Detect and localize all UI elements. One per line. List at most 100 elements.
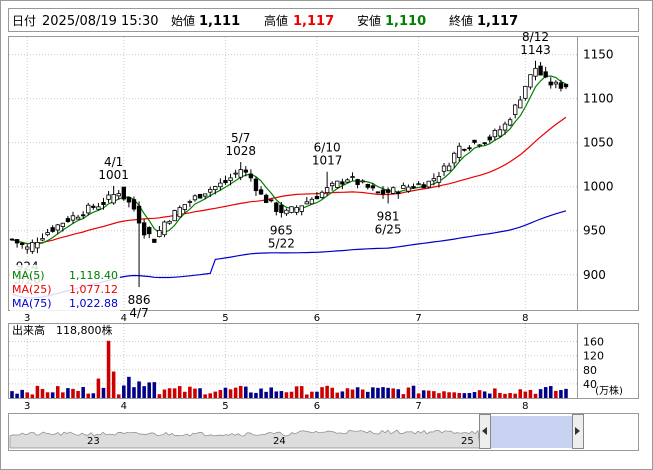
candle — [172, 209, 177, 222]
volume-bar — [345, 388, 350, 398]
candle — [441, 163, 447, 177]
candle — [14, 239, 20, 248]
volume-bar — [411, 385, 416, 398]
month-labels: 3 4 5 6 7 8 — [24, 313, 528, 324]
volume-bar — [360, 389, 365, 398]
volume-bar — [116, 394, 121, 398]
volume-bar — [218, 390, 223, 398]
volume-bar — [381, 387, 385, 398]
volume-bar — [442, 391, 446, 398]
candle — [548, 77, 553, 89]
candle — [512, 103, 518, 119]
volume-bar — [213, 391, 218, 398]
volume-bar — [132, 387, 136, 398]
candle — [101, 197, 106, 210]
volume-bar — [406, 387, 411, 398]
volume-bar — [30, 394, 35, 398]
candle — [253, 176, 259, 196]
volume-bar — [203, 394, 207, 398]
volume-bar — [320, 387, 324, 398]
candle — [187, 199, 193, 208]
candle — [284, 208, 289, 216]
candle — [147, 226, 152, 239]
candle — [162, 220, 167, 238]
legend-ma5-value: 1,118.40 — [69, 269, 118, 282]
volume-bar — [157, 394, 162, 398]
volume-bar — [10, 391, 14, 398]
month-label: 8 — [522, 313, 528, 324]
legend-ma5-label: MA(5) — [12, 269, 45, 282]
price-tick-label: 1100 — [583, 92, 614, 106]
candle — [60, 222, 66, 232]
volume-bar — [386, 387, 390, 398]
price-tick-label: 1000 — [583, 180, 614, 194]
volume-bar — [45, 392, 50, 398]
volume-bar — [513, 393, 517, 398]
candle — [518, 95, 523, 109]
volume-bar — [20, 389, 24, 398]
candlestick-series — [9, 60, 569, 288]
candle — [507, 117, 513, 127]
volume-bar — [61, 392, 65, 398]
navigator-label-24: 24 — [273, 436, 286, 447]
candle — [75, 214, 81, 220]
candle — [233, 169, 238, 178]
annotation-date: 6/10 — [314, 141, 341, 155]
month-label: 7 — [415, 313, 421, 324]
candle — [502, 121, 508, 135]
candle — [80, 211, 86, 219]
volume-bar — [416, 393, 421, 398]
navigator-right-handle[interactable] — [572, 414, 584, 449]
candle — [355, 178, 360, 189]
candle — [40, 233, 45, 242]
volume-bar — [396, 389, 401, 398]
candle — [523, 85, 528, 101]
volume-bar — [325, 385, 329, 398]
volume-bar — [315, 391, 319, 398]
candle — [314, 191, 320, 200]
volume-bar — [152, 382, 157, 398]
volume-bar — [310, 391, 314, 398]
volume-bar — [548, 386, 553, 398]
candle — [121, 186, 126, 201]
candle — [563, 83, 569, 90]
volume-bar — [244, 386, 248, 398]
volume-bar — [564, 388, 568, 398]
price-y-axis: 900 950 1000 1050 1100 1150 — [583, 48, 614, 282]
candle — [375, 191, 381, 194]
volume-bar — [238, 385, 243, 398]
close-label: 終値 — [449, 13, 473, 28]
volume-bar — [533, 393, 538, 398]
candle — [91, 203, 96, 210]
price-tick-label: 900 — [583, 268, 606, 282]
candle — [396, 190, 401, 199]
month-label: 6 — [314, 401, 320, 412]
volume-bar — [55, 386, 60, 398]
annotation-value: 965 — [270, 224, 293, 238]
volume-bar — [508, 393, 512, 398]
volume-bar — [35, 385, 40, 398]
candle — [294, 205, 299, 216]
volume-bar — [142, 386, 146, 398]
volume-bar — [15, 393, 19, 398]
volume-bar — [376, 387, 380, 398]
ma25-line-layer — [11, 116, 567, 245]
candle — [111, 185, 116, 205]
volume-bar — [208, 393, 212, 398]
annotation-value: 1143 — [520, 43, 551, 57]
candle — [431, 173, 437, 186]
volume-bar — [223, 387, 228, 398]
volume-bar — [147, 382, 152, 398]
month-label: 7 — [415, 401, 421, 412]
volume-bar — [71, 388, 75, 398]
ma5-line-layer — [11, 75, 567, 245]
legend-ma25-label: MA(25) — [12, 283, 52, 296]
navigator-selection[interactable] — [491, 416, 572, 448]
candle — [558, 79, 564, 92]
navigator-left-handle[interactable] — [479, 414, 491, 449]
candle — [487, 134, 492, 143]
volume-bar — [467, 392, 472, 398]
volume-tick-label: 80 — [583, 364, 597, 377]
candle — [197, 193, 203, 199]
volume-bar — [177, 386, 182, 398]
